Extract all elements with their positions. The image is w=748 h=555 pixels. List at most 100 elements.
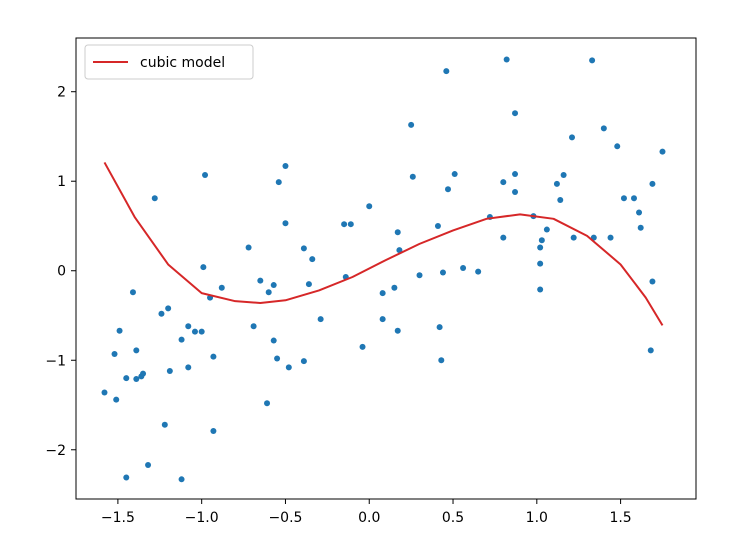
scatter-point-0 bbox=[101, 389, 108, 396]
scatter-point-79 bbox=[537, 244, 544, 251]
scatter-point-56 bbox=[396, 247, 403, 254]
scatter-point-58 bbox=[409, 173, 416, 180]
x-tick-label: −1.5 bbox=[101, 510, 135, 526]
scatter-point-41 bbox=[300, 358, 307, 365]
scatter-point-65 bbox=[445, 186, 451, 193]
scatter-point-22 bbox=[198, 328, 205, 335]
scatter-point-68 bbox=[475, 268, 482, 275]
scatter-point-98 bbox=[649, 180, 656, 187]
scatter-point-27 bbox=[210, 353, 217, 360]
scatter-point-36 bbox=[274, 355, 281, 362]
scatter-point-74 bbox=[512, 110, 519, 117]
scatter-point-51 bbox=[379, 290, 386, 297]
axes-frame bbox=[75, 37, 697, 500]
scatter-point-10 bbox=[140, 370, 147, 377]
scatter-point-21 bbox=[191, 328, 198, 335]
scatter-point-64 bbox=[443, 68, 450, 75]
plot-area bbox=[101, 56, 666, 483]
scatter-point-62 bbox=[438, 357, 445, 364]
scatter-point-23 bbox=[200, 264, 207, 271]
scatter-point-16 bbox=[166, 367, 173, 374]
scatter-point-12 bbox=[151, 195, 158, 202]
scatter-point-63 bbox=[439, 269, 446, 276]
scatter-point-15 bbox=[165, 305, 172, 312]
x-tick-label: −1.0 bbox=[185, 510, 219, 526]
scatter-point-7 bbox=[133, 376, 140, 383]
scatter-point-61 bbox=[436, 324, 443, 331]
y-tick-label: 1 bbox=[57, 174, 66, 190]
scatter-point-57 bbox=[408, 121, 415, 128]
scatter-point-34 bbox=[270, 282, 277, 289]
scatter-point-54 bbox=[394, 327, 401, 334]
scatter-point-30 bbox=[250, 323, 257, 330]
scatter-point-14 bbox=[161, 421, 168, 428]
scatter-point-50 bbox=[366, 203, 373, 210]
scatter-point-55 bbox=[394, 229, 401, 236]
scatter-point-96 bbox=[647, 347, 654, 354]
scatter-point-6 bbox=[129, 289, 136, 296]
scatter-point-73 bbox=[512, 171, 519, 178]
x-tick-label: 1.0 bbox=[526, 510, 548, 526]
scatter-point-67 bbox=[460, 265, 467, 272]
scatter-point-44 bbox=[309, 256, 316, 263]
scatter-point-82 bbox=[553, 180, 560, 187]
y-tick-label: 2 bbox=[57, 85, 66, 101]
scatter-point-95 bbox=[637, 224, 644, 231]
scatter-point-19 bbox=[185, 323, 192, 330]
scatter-point-66 bbox=[451, 171, 458, 178]
scatter-point-90 bbox=[607, 234, 614, 241]
legend: cubic model bbox=[84, 44, 254, 80]
scatter-point-94 bbox=[636, 209, 643, 216]
scatter-point-45 bbox=[317, 316, 324, 323]
scatter-point-91 bbox=[614, 143, 621, 150]
legend-box bbox=[84, 44, 254, 80]
scatter-point-18 bbox=[178, 336, 185, 343]
scatter-point-99 bbox=[659, 148, 666, 155]
scatter-point-13 bbox=[158, 310, 165, 317]
scatter-point-59 bbox=[416, 272, 423, 279]
y-tick-label: −1 bbox=[45, 353, 66, 369]
scatter-point-31 bbox=[257, 277, 264, 284]
y-tick-label: 0 bbox=[57, 264, 66, 280]
scatter-point-53 bbox=[391, 284, 398, 291]
scatter-point-11 bbox=[145, 461, 152, 468]
scatter-point-4 bbox=[123, 375, 130, 382]
scatter-point-84 bbox=[560, 171, 567, 178]
scatter-point-70 bbox=[500, 179, 507, 186]
x-tick-label: 0.0 bbox=[358, 510, 380, 526]
x-tick-label: −0.5 bbox=[268, 510, 302, 526]
scatter-point-72 bbox=[503, 56, 510, 63]
y-tick-label: −2 bbox=[45, 443, 66, 459]
scatter-point-75 bbox=[512, 188, 519, 195]
scatter-point-46 bbox=[341, 221, 348, 228]
scatter-point-48 bbox=[347, 221, 354, 228]
scatter-point-35 bbox=[270, 337, 277, 344]
scatter-point-80 bbox=[538, 237, 545, 244]
scatter-point-40 bbox=[285, 364, 292, 371]
scatter-point-60 bbox=[434, 222, 441, 229]
scatter-point-42 bbox=[300, 245, 307, 252]
scatter-point-93 bbox=[631, 195, 637, 202]
scatter-point-33 bbox=[265, 289, 272, 296]
scatter-point-71 bbox=[500, 234, 507, 241]
scatter-point-86 bbox=[570, 234, 577, 241]
scatter-point-26 bbox=[210, 427, 217, 434]
scatter-point-92 bbox=[620, 195, 627, 202]
scatter-point-87 bbox=[589, 57, 596, 64]
scatter-point-49 bbox=[359, 343, 366, 350]
scatter-point-43 bbox=[305, 281, 312, 288]
x-tick-label: 1.5 bbox=[609, 510, 631, 526]
scatter-point-83 bbox=[557, 197, 564, 204]
axes: −1.5 −1.0 −0.5 0.0 0.5 1.0 1.5 −2 −1 0 1 2 bbox=[45, 37, 697, 526]
scatter-point-52 bbox=[379, 316, 386, 323]
scatter-point-97 bbox=[649, 278, 656, 285]
scatter-point-81 bbox=[543, 226, 550, 233]
scatter-point-5 bbox=[123, 474, 130, 481]
x-tick-label: 0.5 bbox=[442, 510, 464, 526]
scatter-point-39 bbox=[282, 220, 289, 227]
scatter-point-1 bbox=[111, 350, 118, 357]
scatter-point-24 bbox=[202, 171, 209, 178]
cubic-model-line bbox=[103, 161, 664, 326]
